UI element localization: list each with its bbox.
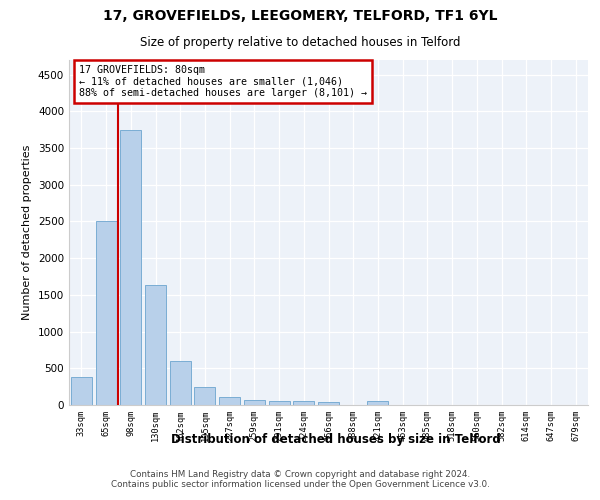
Bar [269,401,290,405]
Text: Contains HM Land Registry data © Crown copyright and database right 2024.: Contains HM Land Registry data © Crown c… [130,470,470,479]
Bar [367,400,388,405]
Text: 17 GROVEFIELDS: 80sqm
← 11% of detached houses are smaller (1,046)
88% of semi-d: 17 GROVEFIELDS: 80sqm ← 11% of detached … [79,65,367,98]
Bar [95,221,116,405]
Text: 17, GROVEFIELDS, LEEGOMERY, TELFORD, TF1 6YL: 17, GROVEFIELDS, LEEGOMERY, TELFORD, TF1… [103,9,497,23]
Bar [71,378,92,405]
Text: Size of property relative to detached houses in Telford: Size of property relative to detached ho… [140,36,460,49]
Bar [219,397,240,405]
Bar [318,402,339,405]
Bar [293,402,314,405]
Bar [194,388,215,405]
Text: Distribution of detached houses by size in Telford: Distribution of detached houses by size … [171,432,501,446]
Text: Contains public sector information licensed under the Open Government Licence v3: Contains public sector information licen… [110,480,490,489]
Bar [244,400,265,405]
Bar [145,284,166,405]
Bar [170,361,191,405]
Y-axis label: Number of detached properties: Number of detached properties [22,145,32,320]
Bar [120,130,141,405]
